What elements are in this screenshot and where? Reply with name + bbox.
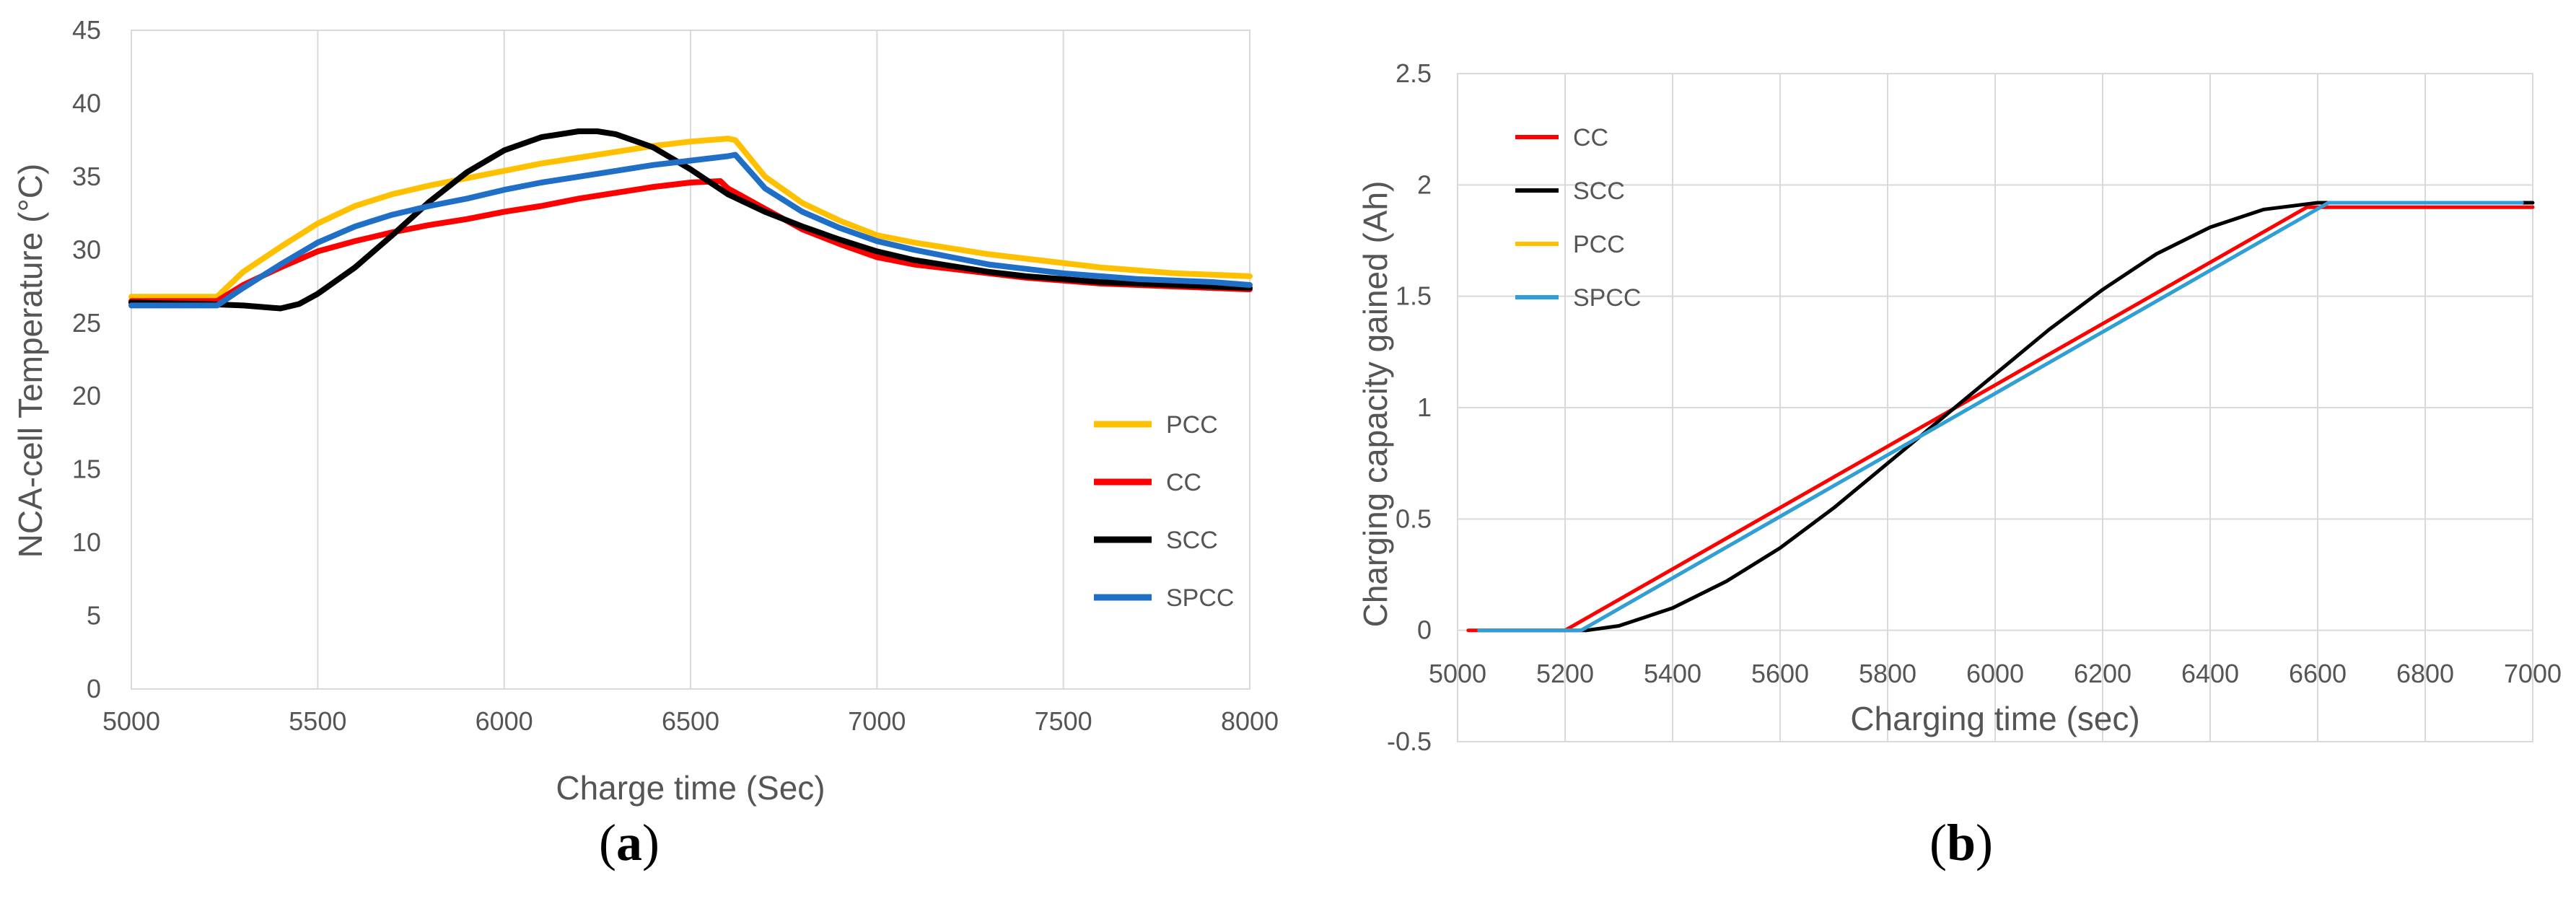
chart-a-x-tick-labels: 5000 5500 6000 6500 7000 7500 8000 bbox=[102, 706, 1279, 736]
chart-b-y-axis-title: Charging capacity gained (Ah) bbox=[1357, 181, 1394, 628]
chart-a-legend: PCC CC SCC SPCC bbox=[1094, 411, 1234, 612]
chart-b: -0.5 0 0.5 1 1.5 2 2.5 5000 5200 5400 5600 5800 600… bbox=[1357, 58, 2562, 756]
chart-b-x-tick-label: 7000 bbox=[2504, 659, 2562, 688]
chart-a-x-tick-label: 6000 bbox=[476, 706, 533, 736]
chart-b-series-cc bbox=[1466, 205, 2535, 633]
panel-b-letter: b bbox=[1947, 814, 1976, 872]
chart-b-x-tick-labels: 5000 5200 5400 5600 5800 6000 6200 6400 6600 6800… bbox=[1429, 659, 2562, 688]
chart-a-x-tick-label: 6500 bbox=[662, 706, 719, 736]
chart-b-legend-label-spcc: SPCC bbox=[1573, 284, 1641, 312]
chart-a-legend-label-pcc: PCC bbox=[1166, 411, 1218, 439]
panel-b-caption: (b) bbox=[1929, 814, 1993, 872]
chart-b-y-tick-label: 2.5 bbox=[1396, 58, 1432, 88]
chart-a-y-tick-label: 45 bbox=[72, 15, 101, 45]
chart-a-series-scc bbox=[128, 128, 1253, 312]
chart-a-x-tick-label: 7500 bbox=[1035, 706, 1092, 736]
chart-a-x-tick-label: 5500 bbox=[289, 706, 346, 736]
chart-b-x-tick-label: 6200 bbox=[2074, 659, 2132, 688]
chart-a-series-group bbox=[128, 128, 1253, 312]
chart-a-y-tick-label: 40 bbox=[72, 88, 101, 118]
chart-b-x-tick-label: 6000 bbox=[1966, 659, 2024, 688]
chart-a-y-tick-label: 25 bbox=[72, 308, 101, 338]
chart-a-y-tick-label: 10 bbox=[72, 527, 101, 557]
chart-b-x-tick-label: 5400 bbox=[1644, 659, 1701, 688]
chart-a-x-axis-title: Charge time (Sec) bbox=[556, 769, 825, 807]
chart-b-legend-label-scc: SCC bbox=[1573, 177, 1625, 205]
chart-a-y-tick-label: 5 bbox=[87, 601, 101, 631]
chart-b-x-tick-label: 5000 bbox=[1429, 659, 1486, 688]
chart-a-y-tick-label: 35 bbox=[72, 162, 101, 191]
chart-b-legend-label-cc: CC bbox=[1573, 124, 1608, 152]
chart-a-y-tick-label: 30 bbox=[72, 234, 101, 264]
chart-b-x-tick-label: 5600 bbox=[1751, 659, 1809, 688]
chart-a-y-tick-label: 0 bbox=[87, 674, 101, 703]
chart-b-series-spcc bbox=[1477, 201, 2524, 633]
chart-a-x-tick-label: 8000 bbox=[1221, 706, 1279, 736]
chart-a: 0 5 10 15 20 25 30 35 40 45 5000 5500 6000 6500 7000 7… bbox=[12, 15, 1279, 807]
chart-a-legend-label-spcc: SPCC bbox=[1166, 584, 1234, 612]
chart-b-y-tick-label: -0.5 bbox=[1387, 727, 1432, 756]
chart-a-series-spcc bbox=[128, 152, 1253, 309]
chart-b-series-group bbox=[1466, 201, 2535, 633]
chart-a-y-axis-title: NCA-cell Temperature (°C) bbox=[12, 164, 49, 558]
chart-b-x-tick-label: 6800 bbox=[2396, 659, 2454, 688]
chart-a-legend-label-scc: SCC bbox=[1166, 527, 1218, 554]
chart-a-legend-label-cc: CC bbox=[1166, 469, 1201, 496]
chart-b-y-tick-label: 0.5 bbox=[1396, 504, 1432, 533]
chart-a-y-tick-label: 20 bbox=[72, 381, 101, 411]
chart-b-x-tick-label: 5200 bbox=[1536, 659, 1594, 688]
chart-b-y-tick-label: 1 bbox=[1417, 392, 1432, 422]
chart-a-x-tick-label: 5000 bbox=[102, 706, 160, 736]
chart-b-x-tick-label: 6400 bbox=[2181, 659, 2239, 688]
chart-b-legend: CC SCC PCC SPCC bbox=[1515, 124, 1641, 312]
chart-a-x-tick-label: 7000 bbox=[848, 706, 906, 736]
chart-b-y-tick-label: 0 bbox=[1417, 615, 1432, 645]
chart-b-y-tick-label: 2 bbox=[1417, 170, 1432, 199]
chart-b-x-tick-label: 5800 bbox=[1859, 659, 1916, 688]
chart-a-y-tick-label: 15 bbox=[72, 455, 101, 484]
panel-a-caption: (a) bbox=[599, 814, 660, 872]
chart-b-series-pcc bbox=[1477, 201, 2524, 633]
chart-b-x-axis-title: Charging time (sec) bbox=[1850, 700, 2139, 737]
chart-a-series-pcc bbox=[128, 136, 1253, 300]
chart-b-y-tick-labels: -0.5 0 0.5 1 1.5 2 2.5 bbox=[1387, 58, 1432, 756]
chart-b-series-scc bbox=[1477, 201, 2535, 633]
chart-a-y-tick-labels: 0 5 10 15 20 25 30 35 40 45 bbox=[72, 15, 101, 703]
chart-b-x-tick-label: 6600 bbox=[2289, 659, 2347, 688]
chart-a-gridlines bbox=[131, 30, 1250, 689]
chart-b-gridlines bbox=[1457, 73, 2533, 742]
chart-b-legend-label-pcc: PCC bbox=[1573, 231, 1625, 258]
chart-b-y-tick-label: 1.5 bbox=[1396, 281, 1432, 311]
panel-a-letter: a bbox=[616, 814, 642, 872]
